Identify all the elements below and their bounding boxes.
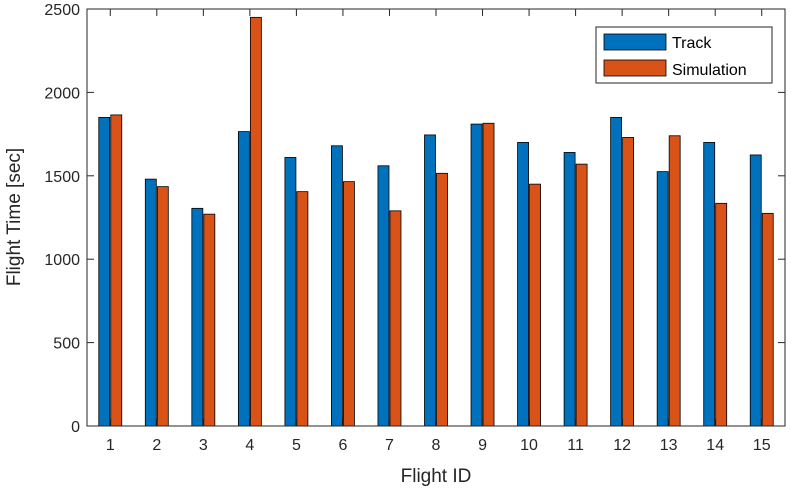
x-tick-label: 5 [292, 437, 301, 454]
bar-simulation-12 [622, 137, 635, 427]
bar-simulation-6 [343, 181, 355, 427]
bar-simulation-2 [156, 186, 169, 427]
y-tick-label: 2000 [44, 85, 80, 102]
bar-track-13 [656, 171, 669, 427]
bar-simulation-4 [249, 16, 262, 427]
bar-simulation-15 [761, 212, 774, 427]
bar-simulation-8 [436, 172, 448, 427]
bar-track-15 [749, 154, 762, 427]
bar-track-6 [331, 145, 343, 427]
x-ticks-group: 1 2 3 4 5 6 7 8 9 10 11 12 13 14 15 [106, 9, 771, 454]
bar-simulation-11 [575, 163, 588, 427]
x-tick-label: 14 [706, 437, 724, 454]
bar-simulation-10 [529, 183, 541, 427]
bar-track-11 [563, 152, 576, 427]
bar-track-7 [377, 165, 390, 427]
x-tick-label: 12 [613, 437, 631, 454]
x-tick-label: 1 [106, 437, 115, 454]
bar-track-12 [610, 117, 623, 427]
bar-track-9 [470, 123, 483, 427]
x-tick-label: 10 [520, 437, 538, 454]
x-tick-label: 6 [338, 437, 347, 454]
bar-track-5 [284, 157, 297, 427]
plot-frame [86, 8, 786, 427]
x-tick-label: 11 [567, 437, 584, 454]
x-tick-label: 8 [432, 437, 441, 454]
legend-swatch-track [603, 33, 667, 51]
bar-simulation-13 [668, 135, 681, 427]
y-axis-label: Flight Time [sec] [4, 148, 25, 286]
bar-simulation-14 [715, 202, 728, 427]
x-tick-label: 13 [660, 437, 678, 454]
bar-track-2 [144, 178, 157, 427]
y-tick-label: 1500 [44, 169, 80, 186]
y-tick-label: 500 [53, 336, 80, 353]
bar-track-4 [237, 131, 250, 427]
x-tick-label: 3 [199, 437, 208, 454]
x-tick-label: 4 [245, 437, 254, 454]
legend: Track Simulation [595, 26, 773, 84]
legend-label-track: Track [672, 35, 712, 52]
bar-track-1 [98, 117, 111, 427]
y-ticks-group: 0 500 1000 1500 2000 2500 [44, 2, 785, 436]
x-tick-label: 2 [152, 437, 161, 454]
y-tick-label: 1000 [44, 252, 80, 269]
legend-swatch-simulation [603, 59, 667, 77]
bar-simulation-1 [110, 114, 123, 427]
bar-track-8 [424, 134, 436, 427]
bar-track-14 [703, 142, 716, 427]
x-tick-label: 9 [478, 437, 487, 454]
bar-simulation-5 [296, 191, 309, 427]
bar-track-10 [517, 142, 529, 427]
legend-label-simulation: Simulation [672, 62, 747, 79]
bar-simulation-7 [389, 210, 402, 427]
y-tick-label: 2500 [44, 2, 80, 19]
x-axis-label: Flight ID [401, 466, 472, 487]
x-tick-label: 7 [385, 437, 394, 454]
y-tick-label: 0 [71, 419, 80, 436]
bar-simulation-3 [203, 213, 216, 427]
bar-simulation-9 [482, 122, 495, 427]
bar-track-3 [191, 207, 204, 427]
x-tick-label: 15 [753, 437, 771, 454]
